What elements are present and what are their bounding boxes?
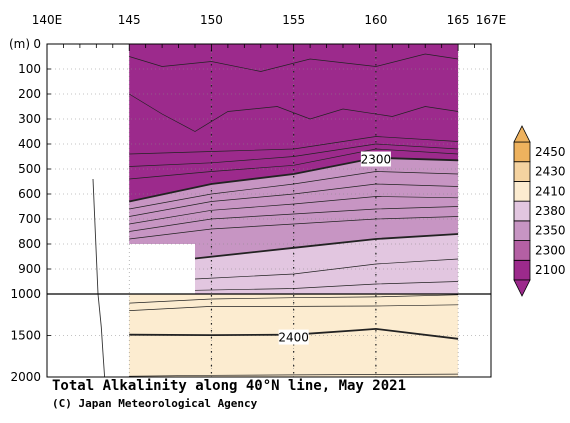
y-tick-label: 800 [18,237,41,251]
contour-line [129,327,459,340]
fill-region [195,234,459,294]
x-tick-label: 155 [282,13,305,27]
contour-line [129,216,459,240]
colorbar-label: 2350 [535,224,566,238]
colorbar-swatch [513,259,531,281]
contour-label-bg [360,151,391,167]
contour-line [129,304,459,311]
colorbar: 2100 2300 2350 2380 2410 2430 2450 [513,125,566,297]
contour-line [129,93,459,132]
contour-line [129,143,459,167]
colorbar-swatch [513,200,531,222]
bathymetry-layer [92,178,106,378]
chart-credit: (C) Japan Meteorological Agency [52,397,258,410]
chart-title: Total Alkalinity along 40°N line, May 20… [52,378,407,394]
colorbar-extend-max [513,125,531,143]
colorbar-label: 2100 [535,263,566,277]
contour-label: 2300 [361,153,392,167]
colorbar-swatch [513,220,531,241]
colorbar-swatch [513,240,531,261]
contour-label-layer: 2300 2400 [278,151,392,345]
x-axis: 140E 145 150 155 160 165 167E [32,13,507,51]
contour-line [129,294,459,304]
contour-line [129,156,459,203]
contour-line [194,233,459,260]
colorbar-extend-min [513,279,531,297]
x-tick-label: 160 [364,13,387,27]
contour-line [129,183,459,217]
contour-layer [129,53,459,377]
contour-label: 2400 [278,331,309,345]
bathymetry-line [92,178,106,378]
contour-line [194,258,459,280]
x-tick-label: 165 [447,13,470,27]
x-tick-label: 150 [200,13,223,27]
colorbar-swatch [513,141,531,163]
contour-line [129,53,459,72]
x-tick-label: 167E [476,13,507,27]
contour-line [129,196,459,225]
fill-layer [129,44,459,377]
contour-line [129,171,459,210]
contour-line [129,373,459,377]
y-tick-label: 100 [18,62,41,76]
contour-label-bg [278,329,309,345]
plot-frame [46,43,492,378]
colorbar-label: 2430 [535,165,566,179]
colorbar-swatch [513,161,531,182]
y-tick-label: 600 [18,187,41,201]
x-tick-label: 140E [32,13,63,27]
y-tick-label: 900 [18,262,41,276]
contour-line [129,206,459,232]
y-tick-label: 400 [18,137,41,151]
contour-line [194,281,459,291]
y-tick-label: 1500 [10,329,41,343]
y-tick-label: 500 [18,162,41,176]
y-tick-label: 300 [18,112,41,126]
y-tick-label: 0 [33,37,41,51]
y-tick-label: 200 [18,87,41,101]
colorbar-label: 2410 [535,184,566,198]
colorbar-label: 2450 [535,145,566,159]
y-axis-unit: (m) [9,37,30,51]
contour-line [129,136,459,155]
plot-border [46,43,492,378]
y-tick-label: 700 [18,212,41,226]
y-tick-label: 2000 [10,370,41,384]
contour-line [129,148,459,180]
y-tick-label: 1000 [10,287,41,301]
colorbar-label: 2300 [535,243,566,257]
x-tick-label: 145 [118,13,141,27]
y-axis: 0 100 200 300 400 500 600 700 800 900 1000 1500 2000… [9,37,51,384]
colorbar-swatch [513,181,531,202]
colorbar-label: 2380 [535,204,566,218]
